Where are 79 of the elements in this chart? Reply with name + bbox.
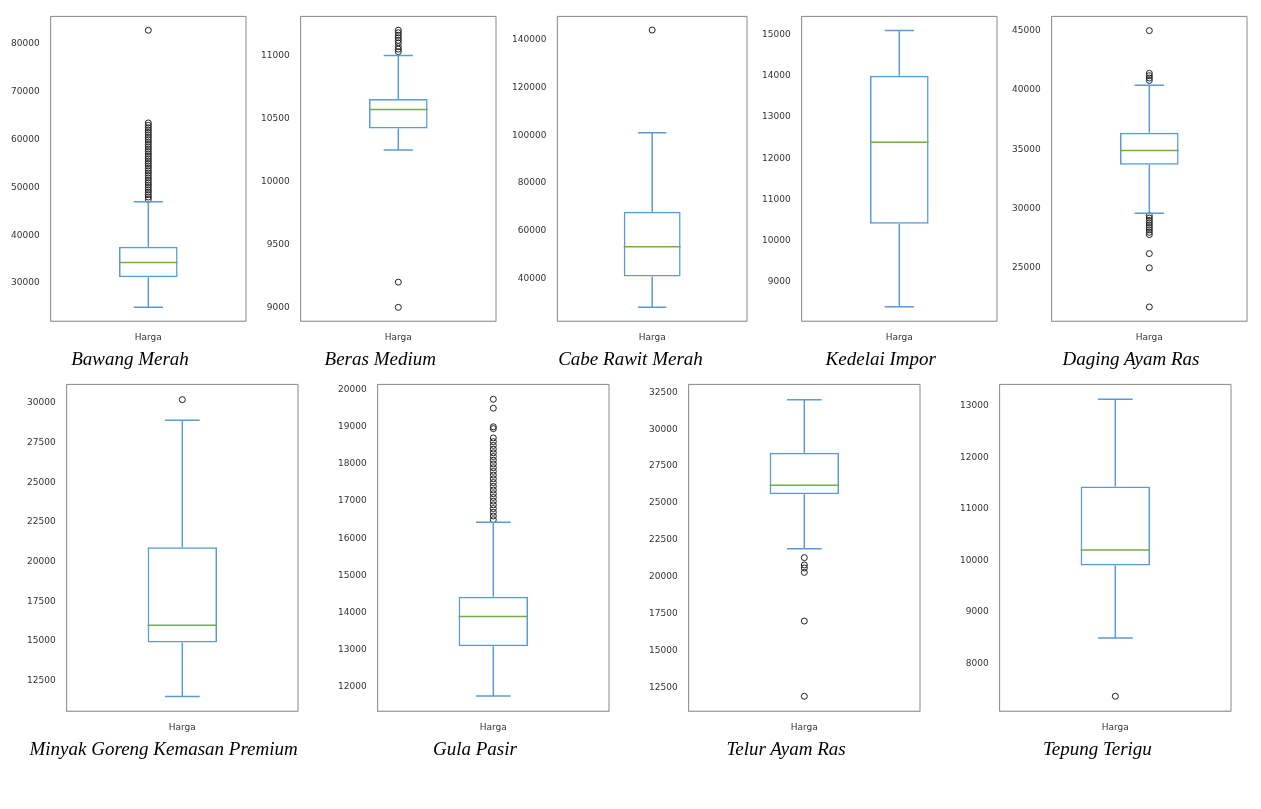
y-tick-label: 9500	[266, 238, 291, 249]
y-tick-label: 40000	[1011, 84, 1041, 95]
y-tick-label: 45000	[1011, 24, 1041, 35]
y-tick-label: 20000	[649, 571, 679, 582]
x-tick-label: Harga	[1102, 721, 1130, 732]
y-tick-label: 25000	[26, 476, 56, 487]
y-tick-label: 30000	[1011, 202, 1041, 213]
x-tick-label: Harga	[385, 331, 413, 342]
y-tick-label: 27500	[26, 436, 56, 447]
x-tick-label: Harga	[168, 721, 196, 732]
text: Kedelai Impor	[825, 348, 936, 370]
y-tick-label: 20000	[337, 383, 367, 394]
y-tick-label: 8000	[966, 658, 990, 669]
y-tick-label: 40000	[517, 272, 547, 283]
y-tick-label: 17500	[649, 608, 679, 619]
y-tick-label: 22500	[649, 534, 679, 545]
y-tick-label: 100000	[511, 129, 547, 140]
y-tick-label: 11000	[960, 503, 990, 514]
x-tick-label: Harga	[885, 331, 913, 342]
y-tick-label: 12500	[26, 675, 56, 686]
x-tick-label: Harga	[1135, 331, 1163, 342]
y-tick-label: 15000	[649, 644, 679, 655]
y-tick-label: 10000	[261, 175, 291, 186]
y-tick-label: 35000	[1011, 143, 1041, 154]
y-tick-label: 9000	[767, 276, 791, 287]
y-tick-label: 10000	[761, 235, 791, 246]
y-tick-label: 18000	[337, 458, 367, 469]
y-tick-label: 60000	[10, 134, 40, 144]
y-tick-label: 30000	[10, 277, 40, 288]
y-tick-label: 13000	[337, 644, 367, 655]
text: Telur Ayam Ras	[726, 738, 846, 760]
y-tick-label: 14000	[761, 70, 791, 81]
y-tick-label: 30000	[649, 423, 679, 434]
y-tick-label: 140000	[511, 33, 547, 44]
x-tick-label: Harga	[134, 331, 162, 342]
y-tick-label: 15000	[26, 635, 56, 646]
y-tick-label: 120000	[511, 81, 547, 92]
y-tick-label: 15000	[761, 28, 791, 39]
y-tick-label: 22500	[26, 516, 56, 527]
text: Gula Pasir	[432, 738, 517, 760]
y-tick-label: 12000	[960, 451, 990, 462]
x-tick-label: Harga	[790, 721, 818, 732]
y-tick-label: 9000	[266, 301, 291, 312]
y-tick-label: 25000	[1011, 262, 1041, 273]
y-tick-label: 40000	[10, 229, 40, 240]
text: Beras Medium	[324, 348, 436, 370]
y-tick-label: 30000	[26, 397, 56, 408]
y-tick-label: 10500	[261, 112, 291, 123]
y-tick-label: 25000	[649, 497, 679, 508]
y-tick-label: 15000	[337, 569, 367, 580]
y-tick-label: 10000	[960, 554, 990, 565]
x-tick-label: Harga	[638, 331, 666, 342]
y-tick-label: 11000	[261, 49, 291, 60]
y-tick-label: 13000	[761, 111, 791, 122]
y-tick-label: 12000	[761, 152, 791, 163]
y-tick-label: 14000	[337, 607, 367, 618]
y-tick-label: 17000	[337, 495, 367, 506]
text: Tepung Terigu	[1042, 738, 1152, 760]
y-tick-label: 80000	[517, 177, 547, 188]
x-tick-label: Harga	[479, 721, 507, 732]
y-tick-label: 50000	[10, 181, 40, 192]
y-tick-label: 13000	[960, 399, 990, 410]
text: Cabe Rawit Merah	[558, 348, 703, 370]
y-tick-label: 80000	[10, 38, 40, 49]
text: Daging Ayam Ras	[1062, 348, 1200, 370]
y-tick-label: 17500	[26, 595, 56, 606]
text: Bawang Merah	[71, 348, 189, 370]
y-tick-label: 9000	[966, 606, 990, 617]
y-tick-label: 20000	[26, 555, 56, 566]
y-tick-label: 19000	[337, 421, 367, 432]
y-tick-label: 32500	[649, 386, 679, 397]
y-tick-label: 60000	[517, 225, 547, 236]
y-tick-label: 16000	[337, 532, 367, 543]
y-tick-label: 12500	[649, 681, 679, 692]
y-tick-label: 70000	[10, 86, 40, 97]
text: Minyak Goreng Kemasan Premium	[29, 738, 298, 760]
y-tick-label: 27500	[649, 460, 679, 471]
y-tick-label: 11000	[761, 193, 791, 204]
y-tick-label: 12000	[337, 681, 367, 692]
